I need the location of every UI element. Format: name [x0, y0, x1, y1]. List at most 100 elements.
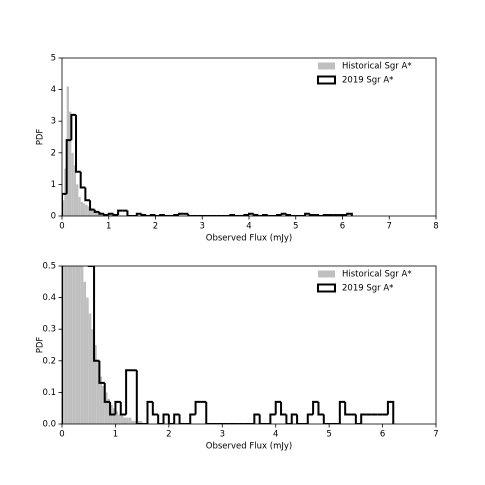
legend-swatch	[318, 270, 335, 278]
step-segment	[135, 212, 142, 216]
step-segment	[114, 400, 121, 415]
step-segment	[119, 401, 127, 416]
step-segment	[98, 211, 105, 215]
step-segment	[145, 215, 151, 216]
x-tick-label: 2	[153, 222, 158, 232]
x-tick-label: 5	[326, 430, 331, 440]
step-segment	[317, 401, 324, 416]
hist-bar	[112, 408, 116, 424]
step-segment	[65, 139, 72, 194]
hist-bar	[62, 200, 65, 216]
step-segment	[306, 413, 314, 424]
x-tick-label: 4	[246, 222, 251, 232]
step-segment	[308, 213, 315, 216]
x-tick-label: 7	[433, 430, 438, 440]
hist-bar	[83, 203, 86, 216]
hist-bar	[73, 165, 77, 216]
step-segment	[266, 215, 273, 216]
legend-label: Historical Sgr A*	[342, 62, 412, 72]
hist-bar	[71, 152, 74, 216]
step-segment	[346, 212, 353, 216]
hist-bar	[76, 184, 79, 216]
step-segment	[107, 212, 114, 216]
step-segment	[135, 370, 143, 424]
step-segment	[83, 0, 88, 140]
x-tick-label: 6	[340, 222, 345, 232]
step-segment	[304, 212, 310, 216]
hist-bar	[83, 281, 87, 424]
step-segment	[154, 215, 161, 216]
step-segment	[296, 414, 303, 424]
hist-bar	[139, 420, 143, 424]
step-segment	[178, 414, 185, 424]
y-tick-label: 0.0	[42, 420, 56, 430]
y-tick-label: 0.1	[42, 388, 56, 398]
step-segment	[354, 414, 362, 424]
x-tick-label: 5	[293, 222, 298, 232]
y-tick-label: 4	[51, 85, 56, 95]
step-segment	[146, 400, 153, 424]
step-segment	[89, 200, 95, 211]
panel: 0 1 2 3 4 5 6 7 0.0 0.1 0.2 0.3 0.4 0.5 Observed Flux …	[36, 0, 439, 452]
hist-bar	[78, 197, 81, 216]
legend-label: 2019 Sgr A*	[342, 76, 393, 86]
hist-bar	[86, 297, 89, 424]
hist-bar	[70, 266, 73, 424]
hist-bar	[80, 201, 84, 216]
plot-area	[62, 0, 395, 424]
step-segment	[233, 215, 240, 216]
step-segment	[62, 192, 67, 216]
step-segment	[187, 213, 193, 216]
step-segment	[117, 209, 123, 216]
hist-bar	[92, 209, 95, 216]
y-tick-label: 0.4	[42, 293, 56, 303]
hist-bar	[78, 266, 81, 424]
legend-label: Historical Sgr A*	[342, 270, 412, 280]
y-tick-label: 0.5	[42, 262, 56, 272]
y-tick-label: 2	[51, 148, 56, 158]
step-segment	[162, 413, 169, 424]
y-axis-label: PDF	[36, 129, 46, 146]
step-segment	[253, 413, 260, 424]
step-segment	[167, 414, 175, 424]
step-segment	[318, 215, 324, 216]
legend-swatch	[318, 62, 335, 70]
x-tick-label: 3	[200, 222, 205, 232]
step-segment	[290, 413, 298, 424]
axes-frame	[61, 265, 437, 425]
step-segment	[103, 382, 111, 403]
hist-bar	[102, 386, 105, 424]
step-segment	[173, 413, 180, 424]
step-segment	[140, 213, 147, 216]
step-segment	[205, 401, 212, 424]
step-segment	[70, 113, 77, 141]
hist-bar	[66, 86, 70, 216]
hist-bar	[64, 168, 67, 216]
hist-bar	[99, 376, 103, 424]
step-segment	[280, 212, 287, 216]
step-segment	[79, 171, 86, 189]
hist-bar	[128, 417, 132, 424]
hist-bar	[67, 266, 71, 424]
x-axis-label: Observed Flux (mJy)	[206, 442, 292, 452]
step-segment	[285, 213, 292, 216]
step-segment	[360, 413, 367, 424]
step-segment	[157, 414, 164, 424]
hist-bar	[97, 212, 100, 216]
hist-bar	[123, 417, 127, 424]
step-segment	[93, 209, 100, 213]
step-segment	[109, 401, 116, 416]
step-segment	[274, 400, 282, 415]
hist-bar	[72, 266, 76, 424]
legend-swatch	[317, 75, 336, 85]
step-segment	[194, 400, 201, 415]
hist-bar	[90, 208, 93, 216]
x-tick-label: 1	[106, 222, 111, 232]
hist-bar	[126, 417, 129, 424]
hist-bar	[120, 414, 124, 424]
step-segment	[312, 400, 319, 415]
hist-bar	[118, 414, 121, 424]
y-tick-label: 1	[51, 180, 56, 190]
